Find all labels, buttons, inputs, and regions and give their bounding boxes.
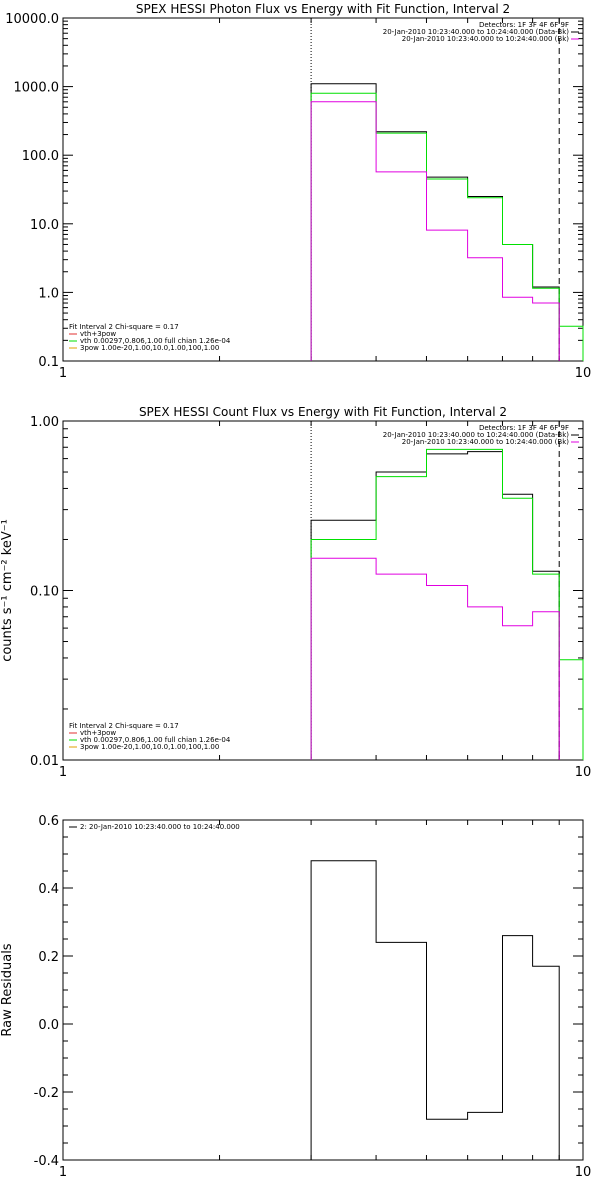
y-tick-label: 1.00 xyxy=(30,415,59,430)
chart-title: SPEX HESSI Photon Flux vs Energy with Fi… xyxy=(136,2,510,16)
y-axis-label: counts s⁻¹ cm⁻² keV⁻¹ xyxy=(0,519,15,662)
y-tick-label: 0.4 xyxy=(38,882,59,897)
x-tick-label: 1 xyxy=(59,366,67,381)
x-tick-label: 10 xyxy=(575,366,592,381)
fit-legend-entry: vth+3pow xyxy=(80,729,116,737)
y-tick-label: 100.0 xyxy=(22,149,59,164)
histogram-series-0 xyxy=(310,860,560,1160)
histogram-series-1 xyxy=(310,92,584,361)
fit-legend-entry: 3pow 1.00e-20,1.00,10.0,1.00,100,1.00 xyxy=(80,743,219,751)
y-tick-label: 1000.0 xyxy=(14,81,60,96)
fit-legend-entry: 3pow 1.00e-20,1.00,10.0,1.00,100,1.00 xyxy=(80,344,219,352)
legend-entry: Detectors: 1F 3F 4F 6F 9F xyxy=(479,424,569,432)
fit-legend-entry: vth+3pow xyxy=(80,330,116,338)
y-tick-label: 0.1 xyxy=(38,355,59,370)
histogram-series-0 xyxy=(310,83,560,361)
legend-entry: 20-Jan-2010 10:23:40.000 to 10:24:40.000… xyxy=(383,28,570,36)
fit-legend-entry: vth 0.00297,0.806,1.00 full chian 1.26e-… xyxy=(80,736,231,744)
fit-legend-header: Fit Interval 2 Chi-square = 0.17 xyxy=(69,323,179,331)
legend-entry: Detectors: 1F 3F 4F 6F 9F xyxy=(479,21,569,29)
chart-title: SPEX HESSI Count Flux vs Energy with Fit… xyxy=(139,405,507,419)
y-tick-label: 0.0 xyxy=(38,1018,59,1033)
y-tick-label: 0.01 xyxy=(30,754,59,769)
y-tick-label: 10.0 xyxy=(30,218,59,233)
histogram-series-2 xyxy=(310,101,560,361)
fit-legend-entry: vth 0.00297,0.806,1.00 full chian 1.26e-… xyxy=(80,337,231,345)
y-tick-label: 0.2 xyxy=(38,950,59,965)
y-tick-label: -0.4 xyxy=(34,1154,59,1169)
legend-entry: 2: 20-Jan-2010 10:23:40.000 to 10:24:40.… xyxy=(80,823,240,831)
x-tick-label: 1 xyxy=(59,765,67,780)
histogram-series-2 xyxy=(310,557,560,760)
y-axis-label: Raw Residuals xyxy=(0,943,15,1036)
histogram-series-1 xyxy=(310,448,584,760)
y-tick-label: 1.0 xyxy=(38,286,59,301)
fit-legend-header: Fit Interval 2 Chi-square = 0.17 xyxy=(69,722,179,730)
y-tick-label: 10000.0 xyxy=(5,12,59,27)
plot-frame xyxy=(62,17,584,362)
x-tick-label: 1 xyxy=(59,1165,67,1180)
x-tick-label: 10 xyxy=(575,765,592,780)
x-tick-label: 10 xyxy=(575,1165,592,1180)
legend-entry: 20-Jan-2010 10:23:40.000 to 10:24:40.000… xyxy=(402,438,570,446)
legend-entry: 20-Jan-2010 10:23:40.000 to 10:24:40.000… xyxy=(383,431,570,439)
y-tick-label: 0.6 xyxy=(38,814,59,829)
plot-frame xyxy=(62,819,584,1161)
y-tick-label: 0.10 xyxy=(30,585,59,600)
y-tick-label: -0.2 xyxy=(34,1086,59,1101)
plot-frame xyxy=(62,420,584,761)
legend-entry: 20-Jan-2010 10:23:40.000 to 10:24:40.000… xyxy=(402,35,570,43)
